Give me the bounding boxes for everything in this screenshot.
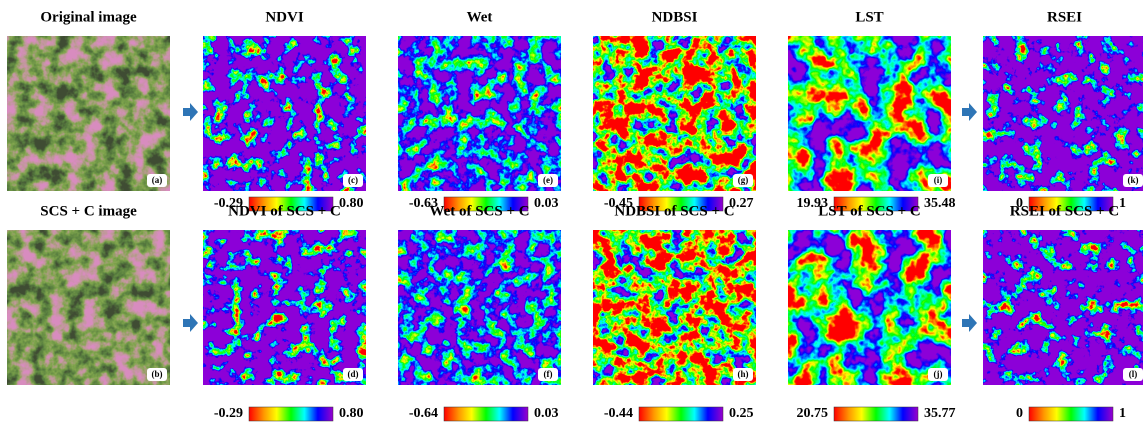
panel-title: RSEI: [1047, 9, 1082, 25]
colorbar-max: 1: [1119, 196, 1126, 211]
panel: LST of SCS + C (j) 20.75 35.77: [788, 203, 956, 422]
panel-title: Wet: [467, 9, 493, 25]
panel: SCS + C image (b): [7, 203, 170, 385]
panel: Wet (e) -0.63 0.03: [398, 9, 561, 212]
colorbar-max: 0.27: [729, 196, 754, 211]
panel-title: Wet of SCS + C: [429, 203, 529, 219]
arrow: [183, 314, 198, 332]
panel-title: LST of SCS + C: [818, 203, 920, 219]
panel: Wet of SCS + C (f) -0.64 0.03: [398, 203, 561, 422]
panel-label: (a): [152, 175, 163, 185]
panel-image: [983, 36, 1143, 191]
panel-label: (c): [348, 175, 358, 185]
colorbar: [1028, 196, 1114, 212]
arrows: [183, 103, 977, 332]
panel-image: [7, 230, 170, 385]
panel: LST (i) 19.93 35.48: [788, 9, 956, 212]
arrow: [962, 314, 977, 332]
panel-title: LST: [855, 9, 883, 25]
panel-image: [398, 36, 561, 191]
panel-label: (k): [1128, 175, 1139, 185]
colorbar-min: 0: [1016, 196, 1023, 211]
panel-label-box: [733, 174, 753, 187]
panel-image: [398, 230, 561, 385]
panel-label: (f): [544, 369, 553, 379]
panel-image: [593, 230, 756, 385]
colorbar: [248, 196, 334, 212]
colorbar-min: 20.75: [797, 406, 829, 421]
colorbar-min: -0.29: [214, 196, 243, 211]
colorbar-min: -0.64: [409, 406, 438, 421]
panel-label-box: [928, 174, 948, 187]
panel: NDVI of SCS + C (d) -0.29 0.80: [203, 203, 366, 422]
panel-title: Original image: [40, 9, 137, 25]
colorbar: [248, 406, 334, 422]
panel-title: RSEI of SCS + C: [1010, 203, 1119, 219]
colorbar-max: 35.48: [924, 196, 956, 211]
colorbar-max: 35.77: [924, 406, 956, 421]
colorbar: [443, 406, 529, 422]
panel-label-box: [538, 174, 558, 187]
colorbar: [1028, 406, 1114, 422]
panel-label-box: [733, 368, 753, 381]
colorbar-min: -0.44: [604, 406, 633, 421]
panel-label: (d): [348, 369, 359, 379]
colorbar-max: 0.25: [729, 406, 754, 421]
panel-title: NDBSI of SCS + C: [614, 203, 734, 219]
panel: NDBSI of SCS + C (h) -0.44 0.25: [593, 203, 756, 422]
panel-image: [593, 36, 756, 191]
panel-image: [203, 230, 366, 385]
panel-label: (b): [152, 369, 163, 379]
colorbar: [638, 196, 724, 212]
panel: NDVI (c) -0.29 0.80: [203, 9, 366, 212]
panel-label: (g): [738, 175, 749, 185]
panel-image: [788, 230, 951, 385]
colorbar: [638, 406, 724, 422]
panel-title: NDBSI: [652, 9, 698, 25]
colorbar-max: 0.03: [534, 196, 559, 211]
panel: RSEI of SCS + C (l) 0 1: [983, 203, 1143, 422]
colorbar-max: 0.80: [339, 196, 364, 211]
panel-label-box: [1123, 368, 1143, 381]
colorbar: [833, 196, 919, 212]
panel-label-box: [147, 174, 167, 187]
colorbar-max: 0.03: [534, 406, 559, 421]
panel-label: (l): [1129, 369, 1138, 379]
colorbar: [443, 196, 529, 212]
panel-label-box: [928, 368, 948, 381]
panel-label-box: [147, 368, 167, 381]
colorbar-min: 19.93: [797, 196, 829, 211]
panel-label: (j): [934, 369, 943, 379]
colorbar-min: -0.29: [214, 406, 243, 421]
colorbar-max: 0.80: [339, 406, 364, 421]
panel-image: [983, 230, 1143, 385]
panel-image: [7, 36, 170, 191]
panel-title: NDVI: [265, 9, 303, 25]
panel: RSEI (k) 0 1: [983, 9, 1143, 212]
panel-label-box: [343, 174, 363, 187]
panel-label-box: [1123, 174, 1143, 187]
panel-label: (h): [738, 369, 749, 379]
panel-label-box: [343, 368, 363, 381]
colorbar-max: 1: [1119, 406, 1126, 421]
panel-image: [203, 36, 366, 191]
colorbar-min: -0.45: [604, 196, 633, 211]
panel: Original image (a): [7, 9, 170, 191]
panel-image: [788, 36, 951, 191]
arrow: [962, 103, 977, 121]
panel-title: SCS + C image: [40, 203, 137, 219]
colorbar: [833, 406, 919, 422]
panel-label: (i): [934, 175, 943, 185]
colorbar-min: -0.63: [409, 196, 438, 211]
panel-title: NDVI of SCS + C: [228, 203, 341, 219]
panel: NDBSI (g) -0.45 0.27: [593, 9, 756, 212]
panel-label: (e): [543, 175, 553, 185]
colorbar-min: 0: [1016, 406, 1023, 421]
panel-label-box: [538, 368, 558, 381]
arrow: [183, 103, 198, 121]
